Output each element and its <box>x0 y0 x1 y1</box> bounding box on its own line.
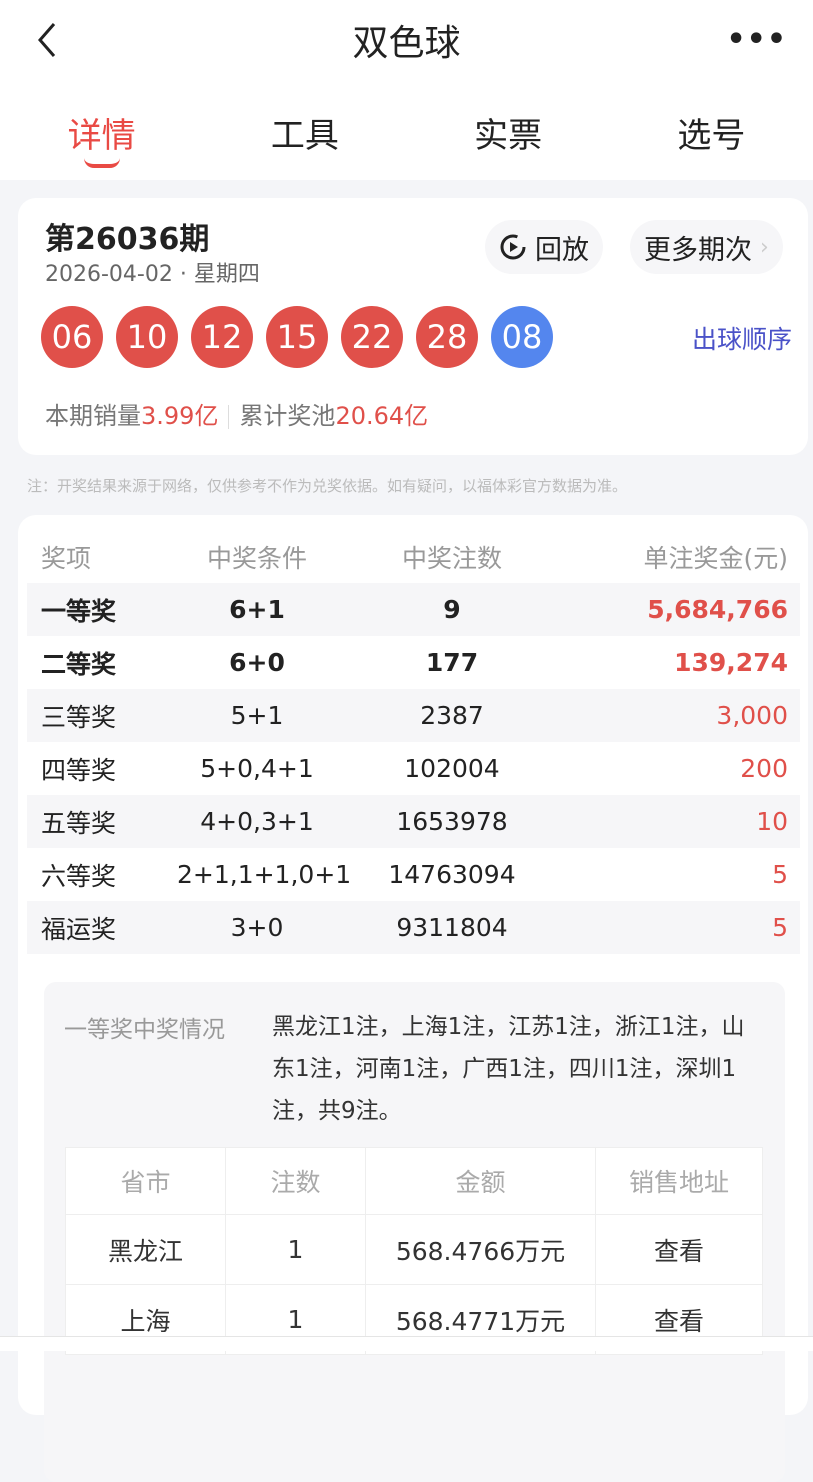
view-address-link[interactable]: 查看 <box>595 1214 763 1285</box>
cell: 9311804 <box>396 913 508 942</box>
table-row: 一等奖 6+1 9 5,684,766 <box>27 583 800 636</box>
winners-table: 省市 注数 金额 销售地址 黑龙江 1 568.4766万元 查看 上海 1 568.4771万… <box>65 1147 763 1355</box>
header-cell: 金额 <box>365 1147 596 1215</box>
sales-value: 3.99亿 <box>141 402 219 430</box>
header-cell: 中奖条件 <box>206 543 307 573</box>
tab-pick[interactable]: 选号 <box>677 116 746 156</box>
sales-label: 本期销量 <box>45 402 141 430</box>
cell: 568.4766万元 <box>365 1214 596 1285</box>
top-bar: 双色球 ••• 详情 工具 实票 选号 <box>0 0 813 180</box>
cell: 5,684,766 <box>647 595 788 624</box>
cell: 福运奖 <box>41 914 117 944</box>
cell: 5+0,4+1 <box>200 754 314 783</box>
cell: 1653978 <box>396 807 508 836</box>
winners-label: 一等奖中奖情况 <box>64 1017 225 1043</box>
header-cell: 奖项 <box>41 543 92 573</box>
table-row: 四等奖 5+0,4+1 102004 200 <box>27 742 800 795</box>
more-issues-label: 更多期次 <box>644 234 752 266</box>
table-row: 黑龙江 1 568.4766万元 查看 <box>65 1214 763 1285</box>
prize-card: 奖项 中奖条件 中奖注数 单注奖金(元) 一等奖 6+1 9 5,684,766 二等奖 6+… <box>18 515 808 1482</box>
back-chevron-icon[interactable] <box>30 18 70 62</box>
draw-date: 2026-04-02 · 星期四 <box>45 262 260 287</box>
cell: 6+0 <box>229 648 285 677</box>
red-ball: 06 <box>41 306 103 368</box>
replay-label: 回放 <box>535 234 589 266</box>
cell: 5 <box>772 913 788 942</box>
chevron-right-icon: › <box>760 234 769 260</box>
replay-button[interactable]: 回放 <box>485 220 603 274</box>
replay-icon <box>500 234 526 260</box>
winning-numbers: 06 10 12 15 22 28 08 <box>41 306 553 368</box>
cell: 2387 <box>420 701 484 730</box>
divider <box>228 405 230 429</box>
cell: 3+0 <box>230 913 284 942</box>
cell: 三等奖 <box>41 702 117 732</box>
bottom-bar <box>0 1336 813 1351</box>
red-ball: 28 <box>416 306 478 368</box>
cell: 177 <box>425 648 479 677</box>
pool-label: 累计奖池 <box>239 402 336 430</box>
cell: 4+0,3+1 <box>200 807 314 836</box>
header-cell: 省市 <box>65 1147 226 1215</box>
cell: 1 <box>225 1214 366 1285</box>
red-ball: 15 <box>266 306 328 368</box>
header-cell: 单注奖金(元) <box>643 543 788 573</box>
cell: 3,000 <box>716 701 788 730</box>
red-ball: 12 <box>191 306 253 368</box>
issue-number: 第26036期 <box>45 222 210 257</box>
cell: 2+1,1+1,0+1 <box>177 860 352 889</box>
table-row: 六等奖 2+1,1+1,0+1 14763094 5 <box>27 848 800 901</box>
table-header: 省市 注数 金额 销售地址 <box>65 1147 763 1215</box>
cell: 6+1 <box>229 595 285 624</box>
cell: 200 <box>740 754 788 783</box>
page-title: 双色球 <box>352 23 461 64</box>
tab-tools[interactable]: 工具 <box>270 116 339 156</box>
cell: 14763094 <box>388 860 516 889</box>
header-cell: 注数 <box>225 1147 366 1215</box>
draw-order-link[interactable]: 出球顺序 <box>691 325 792 354</box>
prize-table: 奖项 中奖条件 中奖注数 单注奖金(元) 一等奖 6+1 9 5,684,766 二等奖 6+… <box>27 530 800 954</box>
red-ball: 10 <box>116 306 178 368</box>
first-prize-winners: 一等奖中奖情况 黑龙江1注，上海1注，江苏1注，浙江1注，山东1注，河南1注，广… <box>44 982 785 1482</box>
cell: 10 <box>756 807 788 836</box>
table-row: 三等奖 5+1 2387 3,000 <box>27 689 800 742</box>
more-issues-button[interactable]: 更多期次 › <box>630 220 783 274</box>
table-row: 福运奖 3+0 9311804 5 <box>27 901 800 954</box>
header-cell: 中奖注数 <box>401 543 502 573</box>
header-cell: 销售地址 <box>595 1147 763 1215</box>
cell: 六等奖 <box>41 861 117 891</box>
red-ball: 22 <box>341 306 403 368</box>
table-row: 五等奖 4+0,3+1 1653978 10 <box>27 795 800 848</box>
tab-details[interactable]: 详情 <box>0 108 203 168</box>
blue-ball: 08 <box>491 306 553 368</box>
cell: 二等奖 <box>41 649 117 679</box>
tab-label: 详情 <box>67 116 136 156</box>
cell: 9 <box>443 595 461 624</box>
table-header: 奖项 中奖条件 中奖注数 单注奖金(元) <box>27 530 800 583</box>
cell: 5 <box>772 860 788 889</box>
cell: 四等奖 <box>41 755 117 785</box>
cell: 5+1 <box>230 701 284 730</box>
cell: 一等奖 <box>41 596 117 626</box>
disclaimer-note: 注：开奖结果来源于网络，仅供参考不作为兑奖依据。如有疑问，以福体彩官方数据为准。 <box>27 477 628 495</box>
sales-info: 本期销量3.99亿 累计奖池20.64亿 <box>45 396 428 431</box>
pool-value: 20.64亿 <box>335 402 429 430</box>
cell: 黑龙江 <box>65 1214 226 1285</box>
cell: 五等奖 <box>41 808 117 838</box>
more-icon[interactable]: ••• <box>726 22 787 57</box>
cell: 139,274 <box>674 648 788 677</box>
tab-tickets[interactable]: 实票 <box>474 116 543 156</box>
active-tab-indicator <box>83 158 120 168</box>
draw-card: 第26036期 2026-04-02 · 星期四 回放 更多期次 › 06 10… <box>18 198 808 455</box>
cell: 102004 <box>404 754 500 783</box>
winners-summary: 黑龙江1注，上海1注，江苏1注，浙江1注，山东1注，河南1注，广西1注，四川1注… <box>272 1014 745 1124</box>
table-row: 二等奖 6+0 177 139,274 <box>27 636 800 689</box>
